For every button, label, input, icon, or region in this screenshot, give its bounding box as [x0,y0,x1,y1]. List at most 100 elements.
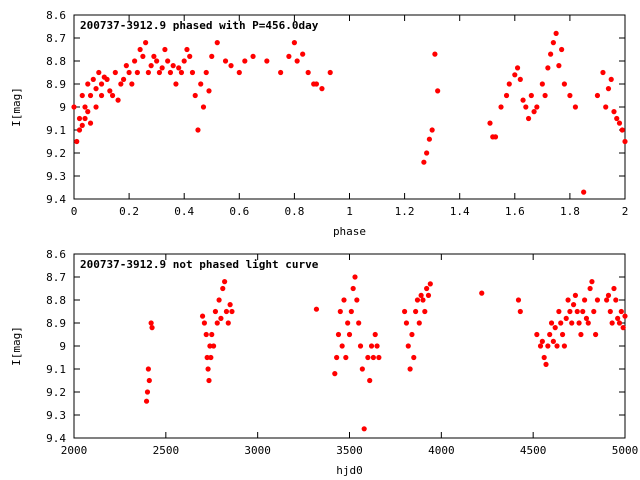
data-point [567,92,573,99]
data-point [578,331,584,338]
data-point [424,150,430,156]
data-point [537,343,544,349]
data-point [479,290,485,296]
data-point [148,320,154,326]
x-tick-label: 0.6 [229,205,249,218]
data-point [341,297,347,303]
data-point [487,120,493,126]
data-point [589,279,595,285]
data-point [228,63,234,69]
data-point [576,320,582,326]
data-point [622,138,628,145]
data-point [583,315,590,321]
data-point [352,274,358,280]
data-point [348,308,354,315]
data-point [123,63,129,69]
data-point [98,81,105,87]
data-point [605,292,612,298]
data-point [207,343,213,349]
x-tick-label: 1.2 [395,205,415,218]
data-point [374,343,380,349]
y-tick-label: 9 [59,101,66,114]
data-point [359,366,365,372]
data-point [145,366,151,372]
data-point [370,354,376,361]
x-tick-label: 1.6 [505,205,525,218]
data-point [619,127,625,133]
data-point [435,88,441,94]
data-point [559,331,566,338]
data-point [79,92,85,99]
data-point [286,53,292,60]
data-point [372,331,378,338]
chart-title: 200737-3912.9 phased with P=456.0day [80,19,319,32]
data-point [107,88,113,94]
data-point [541,354,547,361]
data-point [143,398,150,404]
data-point [209,331,215,338]
data-point [561,81,567,87]
data-point [611,109,617,115]
data-point [515,297,522,303]
data-point [414,297,421,303]
x-tick-label: 2000 [61,444,88,457]
data-point [427,281,433,287]
data-point [539,338,545,344]
data-point [418,292,424,298]
data-point [520,97,526,103]
data-point [426,136,432,142]
data-point [523,104,529,110]
data-point [581,297,588,303]
data-point [156,69,163,76]
data-point [195,127,201,133]
x-tick-label: 0.2 [119,205,139,218]
data-point [223,308,230,315]
data-point [129,81,135,87]
data-point [593,331,599,338]
data-point [552,325,558,331]
data-point [206,88,212,94]
data-point [236,69,242,76]
data-point [159,65,165,71]
data-point [554,343,560,349]
data-point [126,69,132,76]
data-point [227,302,233,308]
x-tick-label: 1 [346,205,353,218]
data-point [411,354,417,361]
data-point [558,320,564,326]
data-point [545,343,551,349]
y-tick-label: 9.4 [46,432,66,445]
data-point [622,313,628,319]
data-point [109,92,116,99]
y-tick-label: 9.2 [46,147,66,160]
data-point [550,338,556,344]
y-tick-label: 8.7 [46,271,66,284]
data-point [305,69,311,76]
data-point [220,285,226,292]
data-point [345,320,351,326]
data-point [548,51,554,57]
data-point [512,72,518,78]
x-axis-label: phase [333,225,366,238]
data-point [572,292,579,298]
data-point [614,115,620,122]
data-point [409,331,415,338]
y-tick-label: 9.1 [46,124,66,137]
data-point [76,115,83,122]
data-point [176,65,182,71]
data-point [120,76,127,82]
y-tick-label: 9.1 [46,363,66,376]
data-point [214,320,220,326]
data-point [140,53,146,60]
data-point [209,53,215,60]
data-point [503,92,510,99]
data-point [170,63,176,69]
data-point [354,297,360,303]
data-point [149,325,155,331]
data-point [154,58,160,64]
y-axis-label: I[mag] [10,87,23,127]
data-point [402,308,408,315]
x-tick-label: 3500 [336,444,363,457]
data-point [416,320,422,326]
data-point [335,331,342,338]
